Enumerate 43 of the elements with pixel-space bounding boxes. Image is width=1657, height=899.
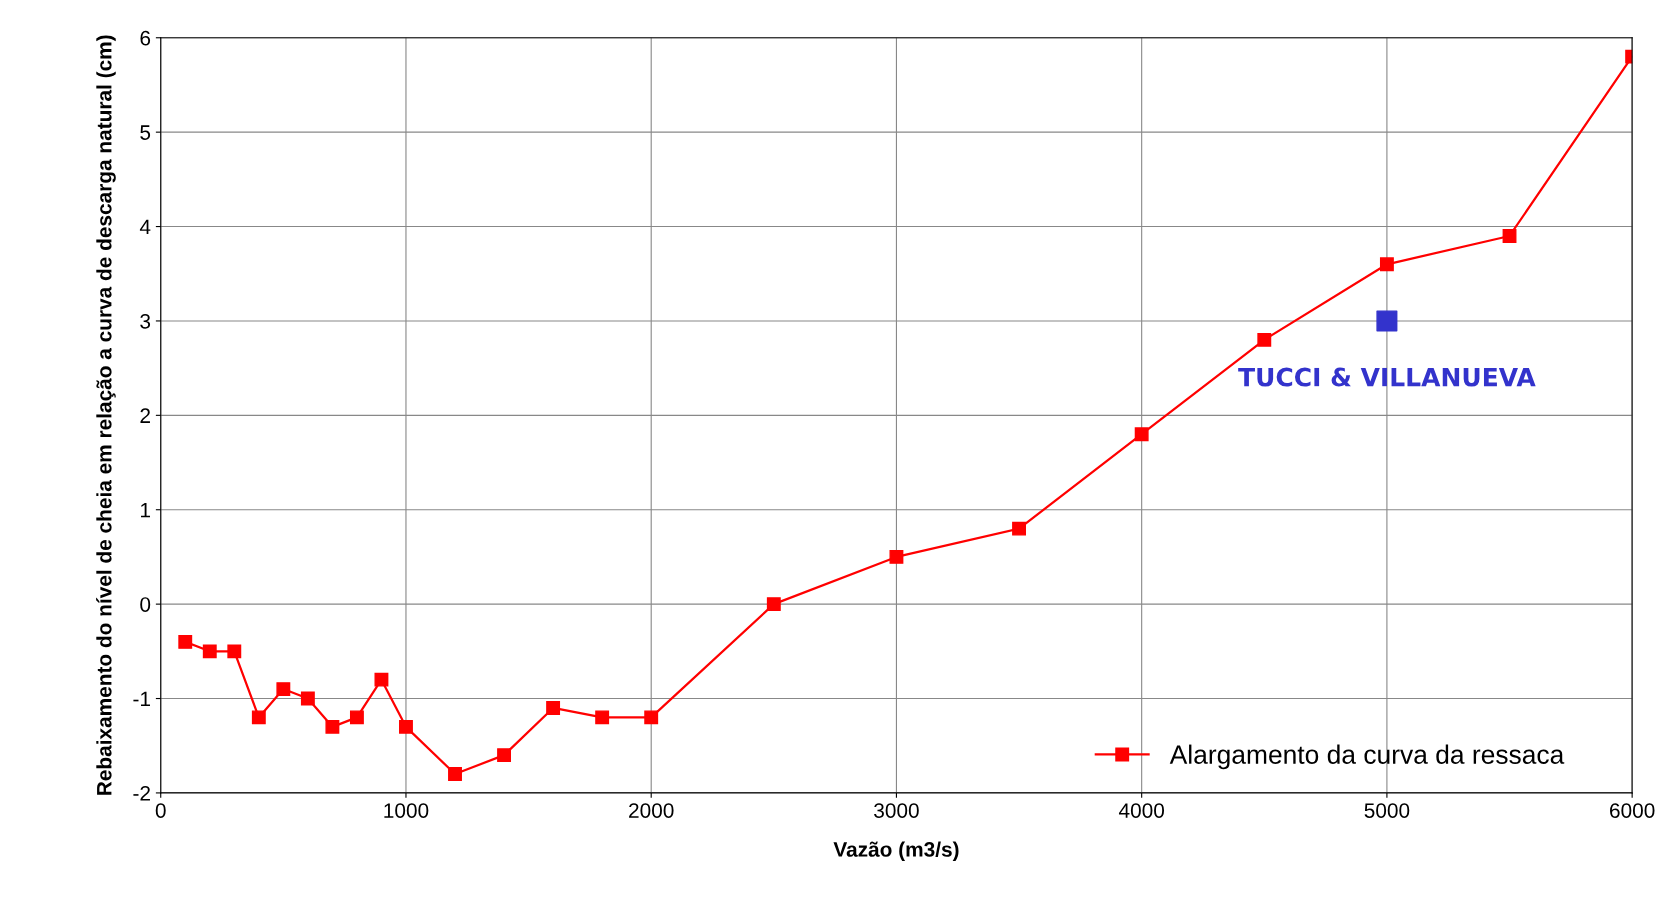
- point: [1012, 521, 1027, 536]
- point: [1379, 257, 1394, 272]
- point: [1502, 229, 1517, 243]
- point: [1376, 310, 1398, 332]
- x-tick-label: 5000: [1364, 803, 1410, 818]
- y-axis-title: Rebaixamento do nível de cheia em relação a curva de descarga natural (cm): [96, 35, 116, 795]
- x-tick-label: 0: [155, 803, 166, 818]
- point: [889, 549, 904, 564]
- legend-label: Alargamento da curva da ressaca: [1169, 744, 1565, 770]
- x-tick-label: 6000: [1610, 803, 1655, 818]
- x-tick-label: 4000: [1118, 803, 1165, 818]
- point: [546, 701, 561, 715]
- y-tick-label: 3: [140, 313, 151, 329]
- point: [349, 710, 364, 725]
- point: [300, 691, 315, 706]
- point: [276, 682, 291, 697]
- y-tick-label: 4: [139, 219, 151, 235]
- point: [1134, 427, 1149, 442]
- point: [448, 767, 462, 781]
- point: [497, 748, 512, 763]
- point: [1257, 332, 1272, 347]
- x-tick-label: 1000: [384, 803, 429, 818]
- x-tick-label: 2000: [629, 803, 674, 818]
- point: [178, 634, 193, 649]
- point: [644, 710, 659, 725]
- y-tick-label: 5: [140, 125, 151, 140]
- y-tick-label: 0: [140, 597, 151, 612]
- point: [325, 719, 340, 734]
- annotation: TUCCI & VILLANUEVA: [1238, 367, 1536, 387]
- point: [202, 644, 217, 659]
- point: [251, 710, 266, 725]
- y-tick-label: -1: [133, 691, 150, 707]
- y-tick-label: -2: [133, 785, 150, 801]
- point: [399, 719, 413, 734]
- point: [595, 710, 610, 725]
- point: [227, 644, 242, 659]
- y-tick-label: 1: [141, 502, 150, 518]
- x-axis-title: Vazão (m3/s): [833, 841, 959, 861]
- y-tick-label: 6: [140, 30, 151, 46]
- point: [374, 672, 389, 687]
- point: [766, 597, 781, 612]
- x-tick-label: 3000: [874, 803, 919, 818]
- y-tick-label: 2: [140, 408, 150, 423]
